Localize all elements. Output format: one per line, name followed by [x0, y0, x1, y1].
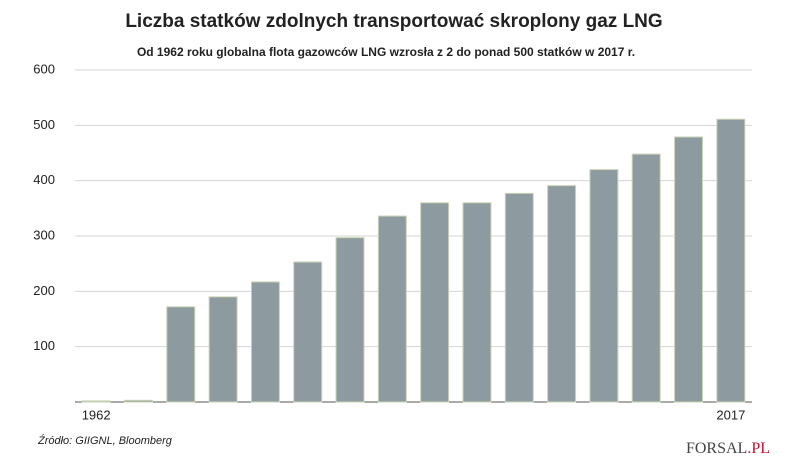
source: Źródło: GIIGNL, Bloomberg	[37, 434, 173, 447]
y-tick-label: 500	[33, 117, 55, 132]
y-tick-label: 600	[33, 61, 55, 76]
bar	[420, 202, 450, 403]
bar	[589, 169, 619, 403]
logo-main: FORSAL	[686, 440, 747, 457]
bar	[377, 215, 407, 403]
bar	[631, 153, 661, 403]
bar	[166, 306, 196, 403]
bar	[504, 192, 534, 403]
x-tick-label: 1962	[82, 407, 111, 422]
bar	[124, 399, 153, 403]
bar	[716, 118, 746, 403]
y-tick-label: 100	[33, 338, 55, 353]
logo: FORSAL.PL	[686, 440, 770, 457]
bar	[335, 237, 365, 403]
y-tick-label: 400	[33, 172, 55, 187]
y-tick-label: 200	[33, 283, 55, 298]
bar	[674, 136, 703, 403]
bar	[547, 185, 577, 403]
bar	[208, 296, 238, 403]
chart-title: Liczba statków zdolnych transportować sk…	[125, 11, 662, 32]
bar	[293, 261, 323, 403]
x-tick-label: 2017	[716, 407, 745, 422]
bar	[462, 202, 492, 403]
logo-suffix: .PL	[747, 440, 770, 457]
bar	[250, 281, 280, 403]
chart-subtitle: Od 1962 roku globalna flota gazowców LNG…	[137, 45, 635, 59]
bar	[81, 400, 111, 403]
y-tick-label: 300	[33, 227, 55, 242]
